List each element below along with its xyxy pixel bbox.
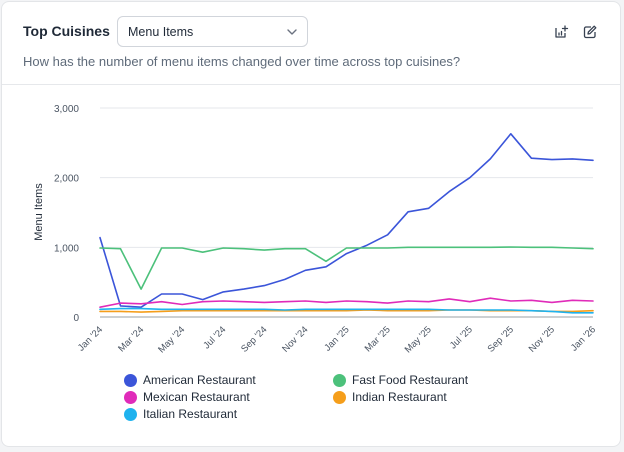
add-to-dashboard-icon[interactable]	[553, 24, 569, 40]
x-tick-label: Mar '25	[363, 324, 393, 354]
card-header: Top Cuisines Menu Items How has the numb…	[2, 2, 620, 85]
card-subtitle: How has the number of menu items changed…	[23, 54, 461, 69]
series-line	[99, 133, 594, 309]
x-tick-label: Nov '24	[280, 324, 310, 354]
series-line	[99, 307, 594, 314]
legend-label: Fast Food Restaurant	[352, 373, 469, 387]
y-tick-label: 1,000	[54, 243, 79, 254]
x-tick-label: Jan '25	[322, 324, 351, 353]
series-line	[99, 297, 594, 309]
x-tick-label: Mar '24	[116, 324, 146, 354]
legend-label: Indian Restaurant	[352, 390, 447, 404]
y-tick-label: 3,000	[54, 104, 79, 115]
legend-item[interactable]: Italian Restaurant	[124, 406, 237, 422]
legend-label: Italian Restaurant	[143, 407, 238, 421]
legend-swatch	[124, 390, 137, 404]
x-tick-label: May '25	[403, 324, 434, 355]
x-tick-label: Nov '25	[527, 324, 557, 354]
legend-item[interactable]: American Restaurant	[124, 372, 256, 388]
legend-item[interactable]: Fast Food Restaurant	[333, 372, 468, 388]
metric-select-value: Menu Items	[128, 25, 194, 39]
series-line	[99, 246, 594, 290]
y-tick-label: 0	[73, 313, 79, 324]
x-tick-label: Sep '25	[486, 324, 516, 354]
x-tick-label: Sep '24	[239, 324, 269, 354]
x-tick-label: Jul '24	[201, 324, 228, 351]
legend-swatch	[124, 373, 137, 387]
x-tick-label: Jul '25	[448, 324, 475, 351]
legend-swatch	[333, 373, 346, 387]
legend-item[interactable]: Indian Restaurant	[333, 389, 447, 405]
x-tick-label: Jan '26	[569, 324, 598, 353]
y-tick-label: 2,000	[54, 174, 79, 185]
metric-select[interactable]: Menu Items	[117, 16, 308, 47]
x-tick-label: Jan '24	[76, 324, 105, 353]
legend-label: American Restaurant	[143, 373, 256, 387]
legend-swatch	[124, 407, 137, 421]
y-axis-title: Menu Items	[33, 183, 45, 241]
legend-swatch	[333, 390, 346, 404]
chevron-down-icon	[287, 29, 297, 35]
card-title: Top Cuisines	[23, 23, 110, 39]
edit-icon[interactable]	[582, 24, 598, 40]
x-tick-label: May '24	[156, 324, 187, 355]
legend-item[interactable]: Mexican Restaurant	[124, 389, 250, 405]
legend-label: Mexican Restaurant	[143, 390, 250, 404]
